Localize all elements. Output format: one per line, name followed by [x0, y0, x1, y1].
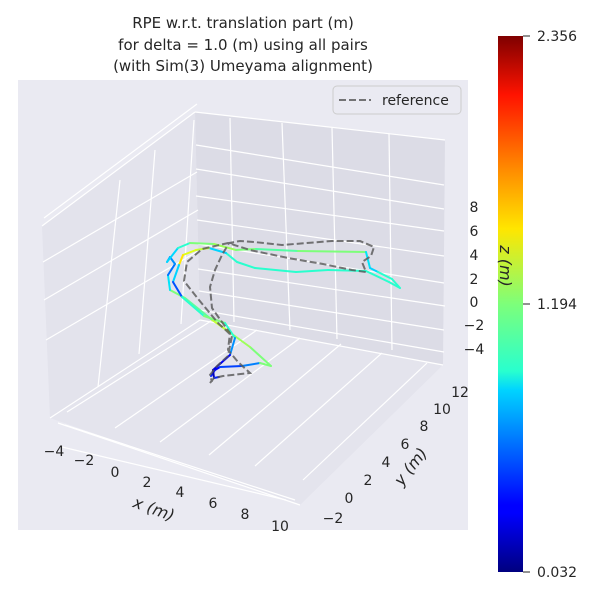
estimate-segment [177, 242, 191, 249]
estimate-segment [377, 271, 393, 280]
grid-line [198, 290, 445, 331]
estimate-segment [189, 242, 215, 245]
x-tick-label: 4 [176, 485, 185, 501]
estimate-segment [224, 322, 236, 339]
z-tick-label: −2 [464, 318, 485, 334]
z-tick-label: 0 [470, 295, 479, 311]
title-line-1: RPE w.r.t. translation part (m) [132, 14, 354, 32]
legend-box [332, 85, 462, 115]
x-tick-label: 8 [241, 507, 250, 523]
x-axis-ticks: −4 −2 0 2 4 6 8 10 [44, 444, 289, 535]
y-tick-label: 12 [451, 385, 469, 401]
colorbar [498, 36, 523, 572]
estimate-segment [297, 250, 367, 253]
reference-trajectory [182, 239, 376, 384]
grid-line [331, 127, 338, 340]
estimate-segment [166, 247, 179, 263]
estimate-segment [182, 249, 197, 256]
y-tick-label: 4 [382, 455, 391, 471]
z-tick-label: −4 [464, 342, 485, 358]
grid-lines [41, 103, 446, 506]
grid-line [199, 309, 445, 353]
z-tick-label: 6 [470, 224, 479, 240]
estimate-segment [167, 263, 176, 276]
z-tick-label: 4 [470, 248, 479, 264]
estimate-segment [295, 269, 329, 273]
estimate-segment [241, 362, 261, 367]
colorbar-ticks [523, 35, 530, 573]
estimate-segment [178, 254, 184, 266]
grid-line [195, 168, 445, 210]
z-axis-ticks: 8 6 4 2 0 −2 −4 [464, 200, 485, 358]
estimate-segment [219, 365, 243, 368]
grid-line [97, 179, 121, 388]
y-tick-label: 8 [420, 419, 429, 435]
grid-line [64, 424, 296, 501]
estimate-segment [231, 333, 251, 348]
title-line-3: (with Sim(3) Umeyama alignment) [113, 57, 373, 75]
x-tick-label: 6 [209, 496, 218, 512]
grid-line [194, 111, 446, 141]
estimate-segment [172, 264, 180, 283]
grid-line [61, 446, 287, 501]
y-tick-label: 6 [401, 437, 410, 453]
grid-line [43, 103, 198, 219]
left-pane [42, 112, 200, 418]
estimate-segment [369, 267, 379, 273]
estimate-segment [225, 252, 238, 263]
colorbar-tick-min: 0.032 [537, 565, 577, 581]
colorbar-tick-mid: 1.194 [537, 297, 577, 313]
estimate-segment [254, 267, 297, 273]
z-axis-label: z (m) [496, 244, 515, 287]
grid-line [199, 319, 444, 366]
x-tick-label: 2 [143, 475, 152, 491]
grid-line [208, 343, 342, 456]
estimate-segment [249, 346, 272, 367]
grid-line [302, 362, 428, 481]
grid-line [281, 122, 291, 331]
grid-line [195, 195, 445, 232]
x-tick-label: −4 [44, 444, 65, 460]
grid-line [57, 422, 301, 506]
grid-line [43, 209, 199, 301]
grid-line [159, 337, 301, 443]
z-tick-label: 8 [470, 200, 479, 216]
y-tick-label: 2 [364, 473, 373, 489]
title-line-2: for delta = 1.0 (m) using all pairs [118, 36, 368, 54]
grid-line [42, 171, 198, 263]
x-tick-label: 0 [111, 465, 120, 481]
grid-line [180, 119, 195, 325]
estimate-segment [388, 281, 401, 289]
grid-line [254, 352, 383, 467]
y-tick-label: −2 [323, 511, 344, 527]
colorbar-tick-max: 2.356 [537, 29, 577, 45]
estimate-segment [184, 297, 212, 320]
z-tick-label: 2 [470, 272, 479, 288]
x-tick-label: 10 [271, 519, 289, 535]
grid-line [388, 133, 393, 351]
grid-line [138, 149, 156, 355]
grid-line [229, 117, 235, 323]
estimate-segment [365, 270, 390, 283]
y-tick-label: 10 [433, 402, 451, 418]
grid-line [66, 320, 212, 413]
grid-line [197, 268, 446, 307]
grid-line [195, 144, 445, 186]
estimate-segment [236, 261, 256, 269]
legend-label-reference: reference [382, 93, 449, 109]
estimate-segment [181, 296, 205, 317]
estimate-segment [172, 281, 183, 298]
grid-line [41, 111, 196, 227]
grid-line [196, 219, 445, 257]
estimate-segment [365, 251, 371, 269]
floor-pane [50, 320, 443, 505]
estimate-segment [255, 248, 299, 252]
estimate-segment [167, 274, 171, 291]
legend: reference [332, 85, 462, 115]
y-tick-label: 0 [345, 491, 354, 507]
grid-line [49, 319, 201, 419]
x-tick-label: −2 [74, 453, 95, 469]
